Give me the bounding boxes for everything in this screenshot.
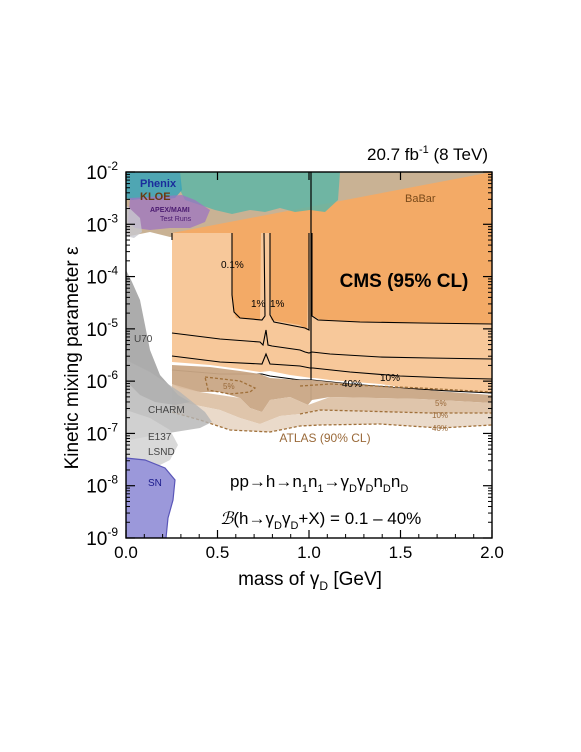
x-axis-label: mass of γD [GeV] — [238, 569, 382, 593]
y-tick-label: 10-2 — [86, 159, 118, 184]
cms-contour-01 — [171, 232, 492, 331]
sn-label: SN — [148, 478, 162, 489]
atlas-contour-label-40: 40% — [432, 424, 448, 433]
phenix-label: Phenix — [140, 178, 177, 190]
apex-label-2: Test Runs — [160, 216, 192, 223]
atlas-region-40 — [172, 400, 492, 432]
apex-label-1: APEX/MAMI — [150, 207, 190, 214]
branching-label: ℬ(h→γDγD+X) = 0.1 – 40% — [220, 509, 421, 532]
cms-contour-label-1b: 1% — [270, 299, 285, 310]
cms-contour-label-10: 10% — [380, 373, 400, 384]
sn-region — [126, 457, 176, 538]
x-tick-label: 1.5 — [389, 543, 413, 562]
x-tick-label: 2.0 — [480, 543, 504, 562]
babar-label: BaBar — [405, 193, 436, 205]
cms-contour-10 — [171, 352, 492, 380]
apex-region — [128, 195, 210, 230]
x-tick-label: 0.5 — [206, 543, 230, 562]
cms-contour-label-01: 0.1% — [221, 260, 244, 271]
y-tick-label: 10-5 — [86, 316, 118, 341]
y-tick-label: 10-9 — [86, 525, 118, 550]
lsnd-label: LSND — [148, 447, 175, 458]
atlas-contour-label-5a: 5% — [223, 382, 235, 391]
atlas-contour-label-10: 10% — [432, 411, 448, 420]
atlas-contour-mid-dashed — [299, 409, 492, 415]
atlas-contour-label-5b: 5% — [435, 399, 447, 408]
atlas-label: ATLAS (90% CL) — [279, 431, 370, 445]
kloe-region — [180, 172, 340, 214]
y-tick-label: 10-3 — [86, 211, 118, 236]
atlas-contour-outer-dashed — [171, 411, 492, 433]
atlas-region-10 — [172, 384, 492, 424]
cms-contour-label-1a: 1% — [251, 299, 266, 310]
y-tick-label: 10-8 — [86, 473, 118, 498]
x-tick-label: 1.0 — [297, 543, 321, 562]
y-axis-label: Kinetic mixing parameter ε — [62, 246, 83, 469]
atlas-region-5 — [172, 365, 492, 412]
atlas-contour-inner-dashed — [299, 383, 492, 393]
y-tick-label: 10-6 — [86, 368, 118, 393]
x-tick-label: 0.0 — [114, 543, 138, 562]
cms-contour-label-40: 40% — [342, 379, 362, 390]
e137-lsnd-region — [126, 410, 178, 470]
phenix-region — [126, 172, 182, 200]
cms-label: CMS (95% CL) — [340, 271, 469, 292]
kloe-label: KLOE — [140, 191, 171, 203]
luminosity-label: 20.7 fb-1 (8 TeV) — [367, 144, 488, 164]
u70-label: U70 — [134, 334, 153, 345]
process-label: pp→h→n1n1→γDγDnDnD — [230, 472, 408, 495]
cms-region-inner — [172, 172, 492, 330]
cms-contour-1 — [171, 329, 492, 360]
axes-group: 0.0 0.5 1.0 1.5 2.0 10-2 10-3 10-4 10-5 10-6 10-7 1… — [86, 159, 504, 562]
atlas-contour-5-dashed — [204, 376, 257, 395]
y-tick-label: 10-4 — [86, 264, 118, 289]
charm-label: CHARM — [148, 405, 185, 416]
y-tick-label: 10-7 — [86, 420, 118, 445]
e137-label: E137 — [148, 432, 172, 443]
